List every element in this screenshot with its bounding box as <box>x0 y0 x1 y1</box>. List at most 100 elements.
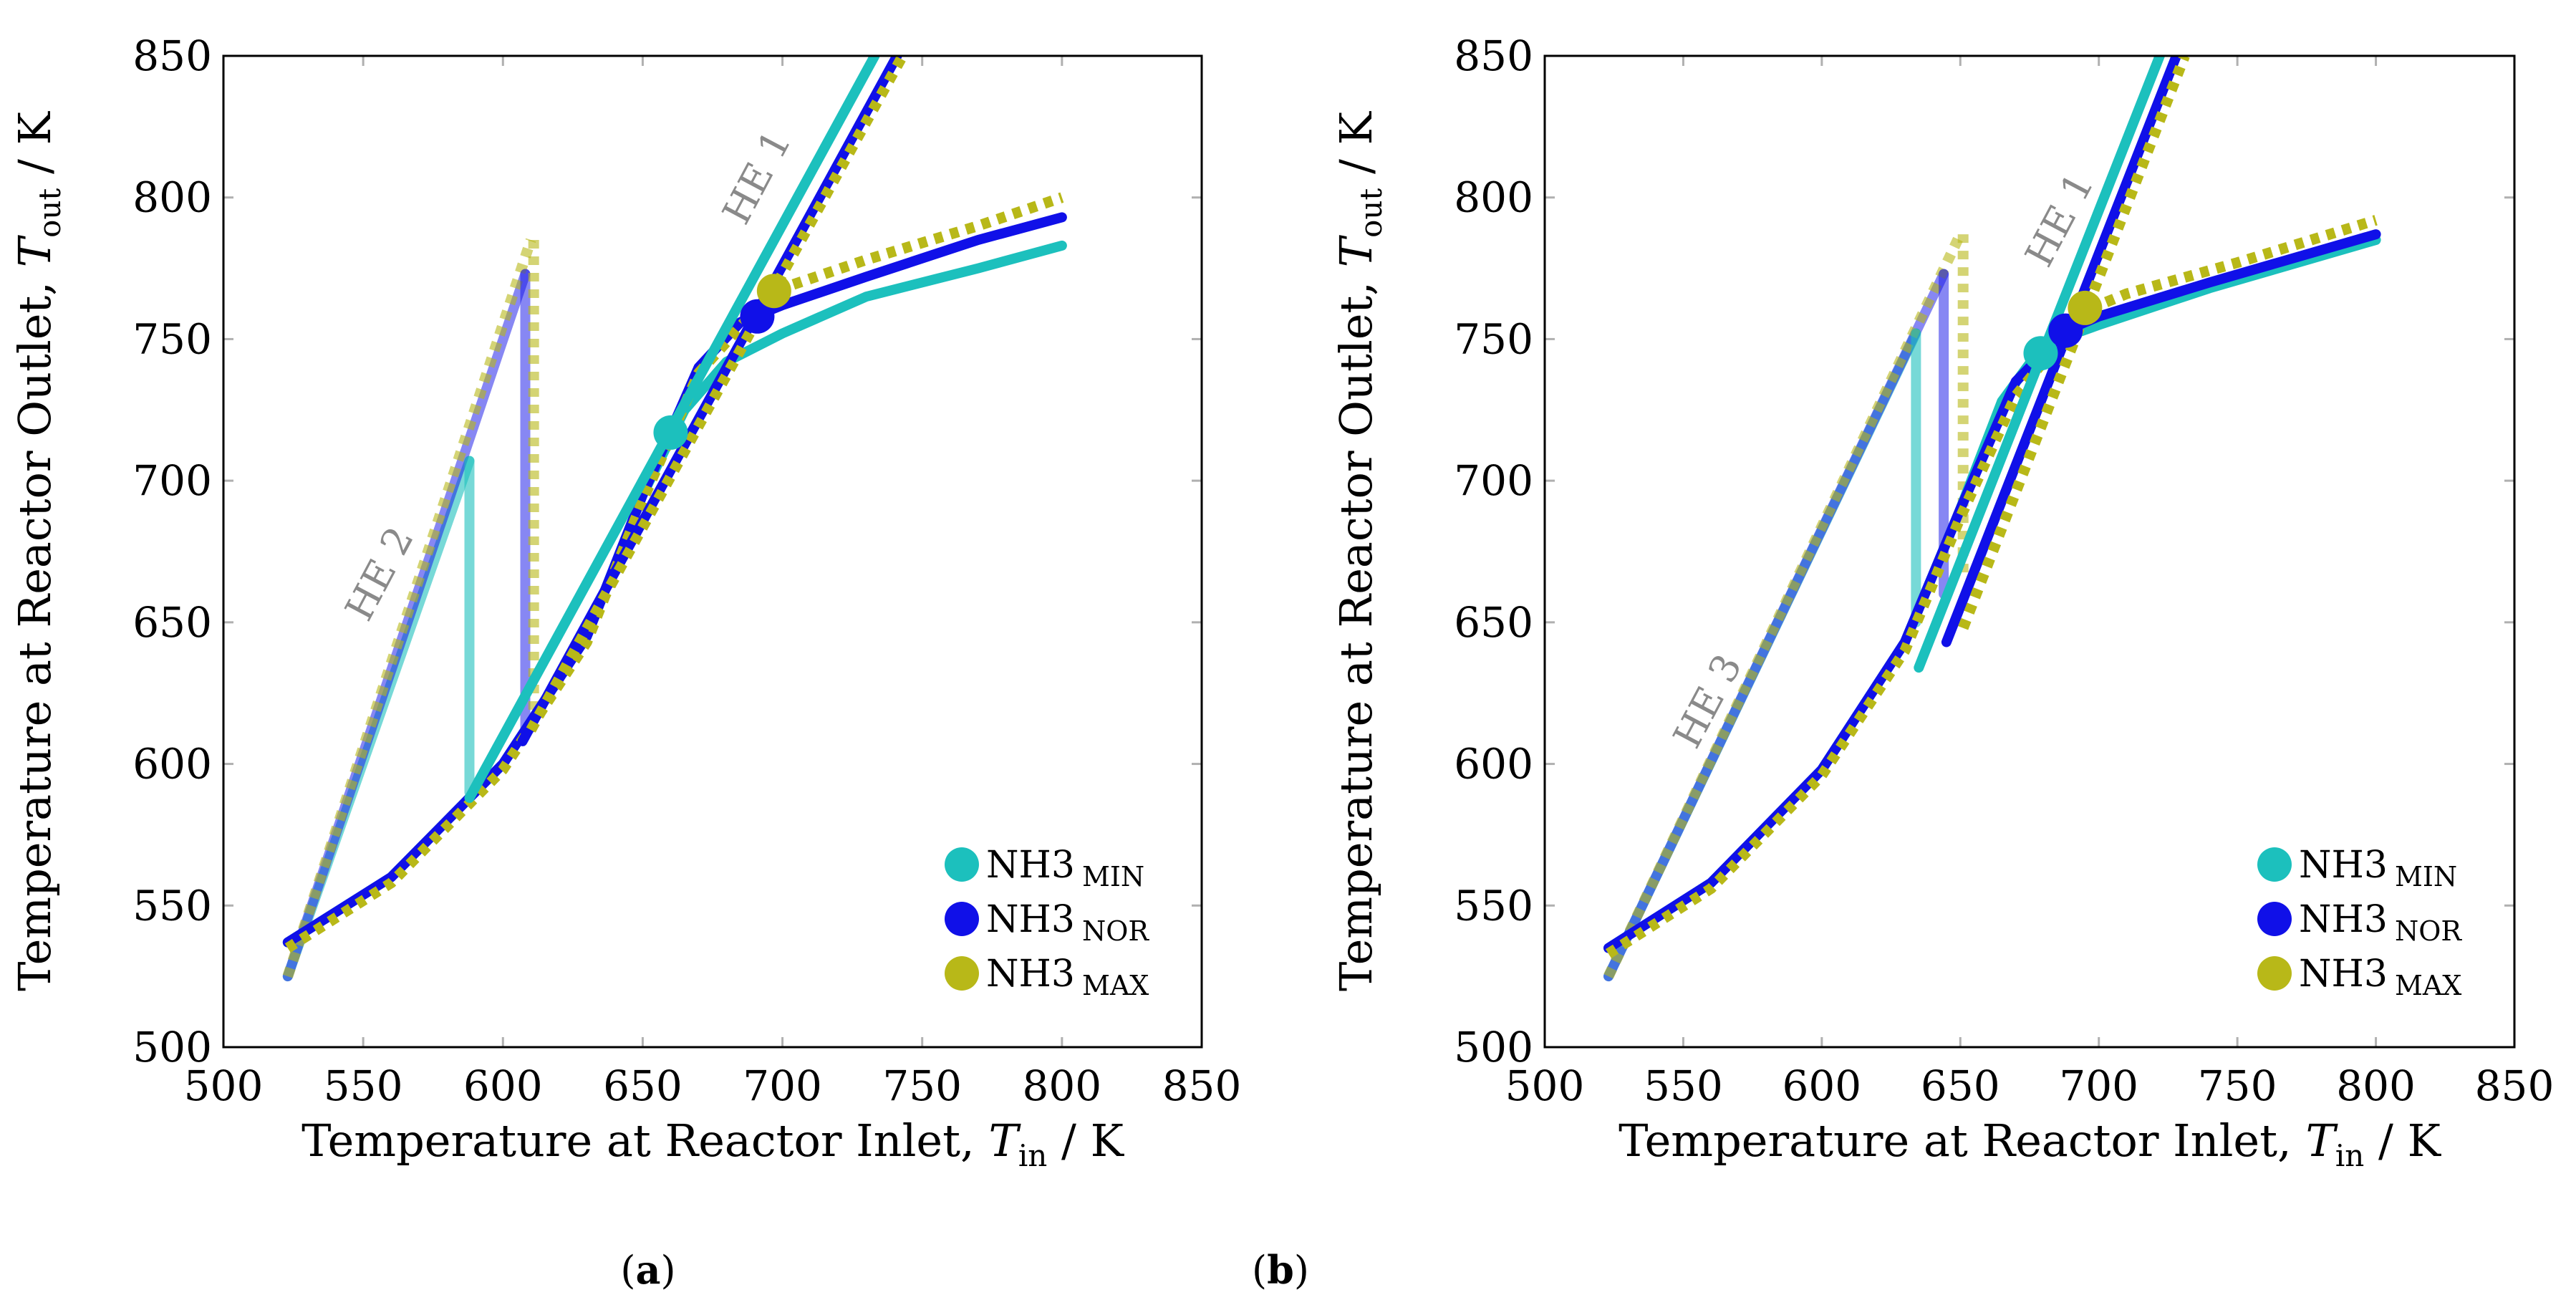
x-axis-unit: / K <box>1047 1114 1124 1167</box>
y-tick-label: 550 <box>1454 881 1533 930</box>
ticks: 500 550 600 650 700 750 800 850 500 550 600 650 700 7… <box>132 32 1241 1110</box>
nh3-max-reactor-curve-series <box>1605 215 2378 958</box>
legend-subscript: NOR <box>2395 915 2462 947</box>
legend-marker-nor <box>2257 902 2292 936</box>
legend-subscript: MIN <box>1082 861 1144 892</box>
legend-marker-min <box>2257 847 2292 882</box>
x-tick-label: 650 <box>603 1061 682 1110</box>
he-2-line-nh3-max-series <box>282 238 536 978</box>
legend-label-max: NH3 MAX <box>986 953 1149 1001</box>
y-tick-label: 850 <box>132 32 212 80</box>
panel-b: 500 550 600 650 700 750 800 850 500 550 600 650 700 7… <box>1252 32 2554 1293</box>
x-tick-label: 600 <box>1782 1061 1861 1110</box>
x-tick-label: 750 <box>882 1061 962 1110</box>
plot-frame <box>222 54 1203 1049</box>
y-axis-title: Temperature at Reactor Outlet, Tout / K <box>1330 110 1389 991</box>
y-tick-label: 550 <box>132 881 212 930</box>
legend-label-max: NH3 MAX <box>2299 953 2461 1001</box>
he-1-label: HE 1 <box>2016 165 2102 274</box>
operating-point-nh3-min <box>653 415 688 450</box>
plot-area <box>1603 56 2381 982</box>
operating-point-nh3-min <box>2023 336 2058 371</box>
y-tick-label: 700 <box>132 456 212 505</box>
legend-subscript-number: 3 <box>2364 844 2388 887</box>
y-tick-label: 750 <box>1454 314 1533 363</box>
legend-subscript-number: 3 <box>1051 898 1075 941</box>
y-tick-label: 750 <box>132 314 212 363</box>
x-tick-label: 700 <box>2059 1061 2138 1110</box>
caption-close: ) <box>661 1248 676 1293</box>
x-axis-unit: / K <box>2364 1114 2441 1167</box>
y-axis-variable: T <box>1330 234 1382 267</box>
nh3-nor-reactor-curve-series <box>282 212 1067 948</box>
legend-subscript: MIN <box>2395 861 2457 892</box>
panel-a: 500 550 600 650 700 750 800 850 500 550 600 650 700 7… <box>9 32 1241 1293</box>
plot-area <box>282 56 1067 982</box>
he-1-line-nh3-nor-series <box>1941 56 2181 647</box>
x-axis-subscript: in <box>1018 1138 1047 1173</box>
y-tick-label: 650 <box>1454 598 1533 647</box>
y-axis-subscript: out <box>32 188 67 238</box>
panel-caption: (a) <box>620 1247 675 1293</box>
legend-base: NH <box>2299 844 2364 887</box>
legend-subscript: MAX <box>2395 970 2461 1001</box>
y-tick-label: 650 <box>132 598 212 647</box>
legend-subscript-number: 3 <box>1051 844 1075 887</box>
x-tick-label: 850 <box>2475 1061 2555 1110</box>
caption-letter: b <box>1267 1247 1294 1293</box>
y-tick-label: 600 <box>132 740 212 789</box>
plot-frame <box>1543 54 2516 1049</box>
y-tick-label: 700 <box>1454 456 1533 505</box>
y-axis-unit: / K <box>9 110 61 188</box>
nh3-min-reactor-curve-series <box>1603 235 2381 953</box>
caption-open: ( <box>1252 1248 1267 1293</box>
caption-close: ) <box>1294 1248 1309 1293</box>
x-axis-title: Temperature at Reactor Inlet, Tin / K <box>1619 1114 2442 1173</box>
nh3-min-reactor-curve-series <box>282 240 1067 948</box>
legend-label-nor: NH3 NOR <box>2299 898 2462 947</box>
legend-marker-max <box>2257 956 2292 991</box>
y-tick-label: 800 <box>132 173 212 222</box>
y-axis-title: Temperature at Reactor Outlet, Tout / K <box>9 110 67 991</box>
operating-point-nh3-nor <box>2048 313 2083 348</box>
y-tick-label: 850 <box>1454 32 1533 80</box>
legend-base: NH <box>986 953 1051 996</box>
legend-base: NH <box>2299 953 2364 996</box>
y-tick-label: 600 <box>1454 740 1533 789</box>
x-tick-label: 650 <box>1921 1061 2000 1110</box>
legend-label-nor: NH3 NOR <box>986 898 1149 947</box>
caption-letter: a <box>636 1247 661 1293</box>
x-axis-title-text: Temperature at Reactor Inlet, <box>302 1114 988 1167</box>
x-axis-title: Temperature at Reactor Inlet, Tin / K <box>302 1114 1125 1173</box>
y-axis-title-text: Temperature at Reactor Outlet, <box>9 267 61 991</box>
y-tick-label: 800 <box>1454 173 1533 222</box>
x-tick-label: 500 <box>184 1061 264 1110</box>
x-tick-label: 700 <box>743 1061 822 1110</box>
panel-caption: (b) <box>1252 1247 1309 1293</box>
x-tick-label: 800 <box>2336 1061 2416 1110</box>
he-1-line-nh3-max-series <box>526 56 907 733</box>
y-axis-unit: / K <box>1330 110 1382 188</box>
legend-label-min: NH3 MIN <box>986 844 1144 892</box>
operating-point-nh3-max <box>2068 290 2103 325</box>
legend-base: NH <box>986 898 1051 941</box>
caption-open: ( <box>620 1248 635 1293</box>
legend-subscript-number: 3 <box>2364 898 2388 941</box>
x-tick-label: 500 <box>1505 1061 1585 1110</box>
legend-subscript: MAX <box>1082 970 1149 1001</box>
legend-subscript-number: 3 <box>2364 953 2388 996</box>
y-tick-label: 500 <box>1454 1023 1533 1072</box>
legend-subscript: NOR <box>1082 915 1149 947</box>
legend-marker-min <box>945 847 979 882</box>
operating-point-nh3-max <box>756 274 791 309</box>
x-axis-title-text: Temperature at Reactor Inlet, <box>1619 1114 2305 1167</box>
x-tick-label: 600 <box>463 1061 543 1110</box>
y-axis-subscript: out <box>1354 188 1389 238</box>
x-tick-label: 550 <box>1644 1061 1723 1110</box>
he-1-line-nh3-max-series <box>1958 56 2190 630</box>
y-axis-variable: T <box>9 234 61 267</box>
he-3-line-nh3-max-series <box>1603 231 1966 979</box>
